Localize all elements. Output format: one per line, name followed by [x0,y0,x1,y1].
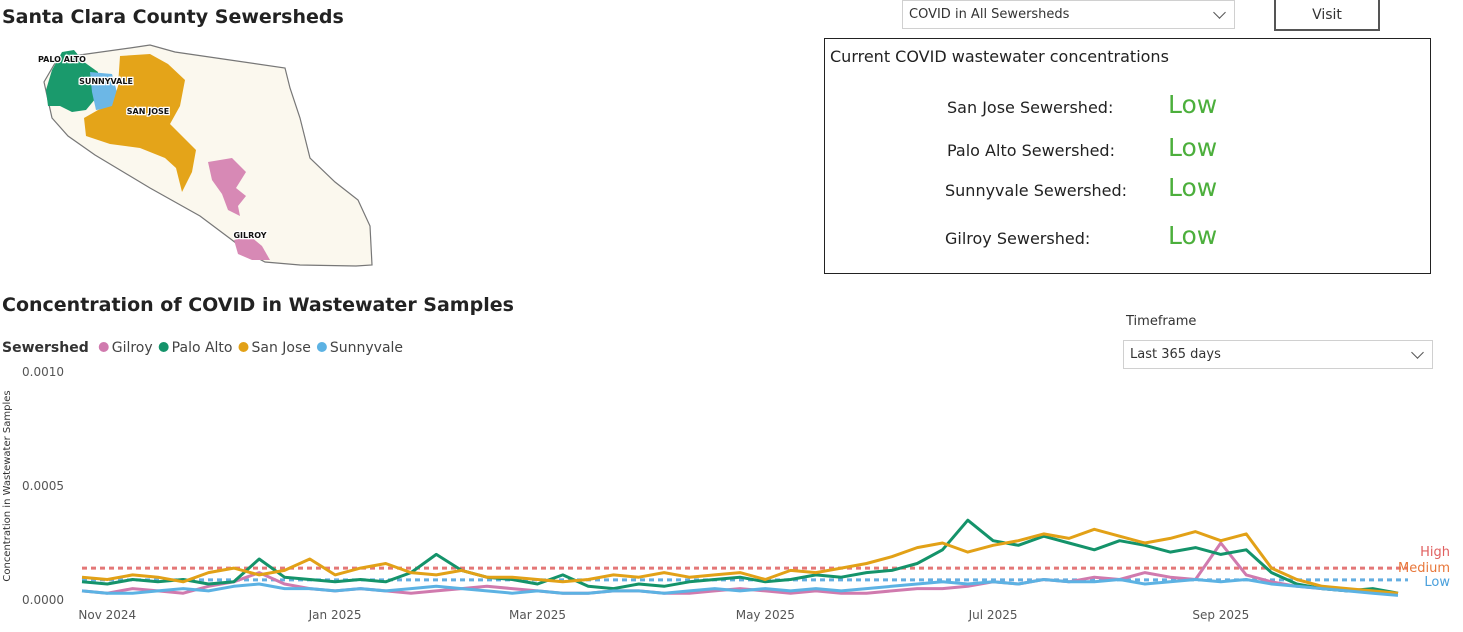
series-line [81,541,1399,595]
y-axis-title: Concentration in Wastewater Samples [2,390,13,581]
x-tick-label: Mar 2025 [509,608,566,622]
x-tick-label: Jul 2025 [968,608,1018,622]
page-title: Santa Clara County Sewersheds [2,6,344,28]
x-tick-label: Sep 2025 [1192,608,1249,622]
threshold-label: Medium [1398,561,1450,576]
legend-title: Sewershed [2,340,89,356]
status-level: Low [1168,221,1218,250]
sewershed-select[interactable]: COVID in All Sewersheds [902,0,1235,29]
sewershed-label: Gilroy Sewershed: [945,229,1091,248]
series-line [81,578,1399,597]
x-tick-label: May 2025 [736,608,795,622]
sewershed-label: San Jose Sewershed: [947,98,1114,117]
legend-label: San Jose [252,340,311,356]
sewershed-label: Palo Alto Sewershed: [947,141,1115,160]
map-label: SUNNYVALE [79,77,133,86]
panel-title: Current COVID wastewater concentrations [830,47,1169,66]
legend-label: Palo Alto [172,340,233,356]
gilroy-area [234,236,270,260]
series-line [81,527,1399,595]
series-line [81,518,1399,595]
morgan-hill-area [208,158,246,216]
chevron [1213,6,1226,19]
y-tick-label: 0.0005 [22,479,64,493]
status-panel: Current COVID wastewater concentrations … [824,38,1431,274]
y-tick-label: 0.0010 [22,365,64,379]
county-map: PALO ALTO SUNNYVALE SAN JOSE GILROY [37,44,373,267]
x-tick-label: Jan 2025 [308,608,362,622]
sunnyvale-area [90,72,118,110]
legend-label: Gilroy [112,340,153,356]
timeframe-select[interactable]: Last 365 days [1123,340,1433,369]
map-label: PALO ALTO [38,55,86,64]
status-level: Low [1168,173,1218,202]
legend-marker [98,342,109,352]
map-label: SAN JOSE [127,107,169,116]
legend-marker [316,342,327,352]
sewershed-label: Sunnyvale Sewershed: [945,181,1128,200]
threshold-label: High [1420,545,1450,560]
legend-marker [158,342,169,352]
legend-marker [238,342,249,352]
map-label: GILROY [233,231,266,240]
visit-button[interactable]: Visit [1274,0,1380,31]
threshold-label: Low [1424,575,1450,590]
san-jose-area [84,54,196,192]
chart-title: Concentration of COVID in Wastewater Sam… [2,294,514,316]
select-value: Last 365 days [1130,347,1221,362]
y-tick-label: 0.0000 [22,593,64,607]
status-level: Low [1168,90,1218,119]
select-value: COVID in All Sewersheds [909,7,1070,22]
legend-label: Sunnyvale [330,340,403,356]
x-tick-label: Nov 2024 [78,608,136,622]
line-chart: Concentration of COVID in Wastewater Sam… [2,294,1450,622]
timeframe-label: Timeframe [1126,314,1197,329]
status-level: Low [1168,133,1218,162]
palo-alto-area [46,50,98,112]
